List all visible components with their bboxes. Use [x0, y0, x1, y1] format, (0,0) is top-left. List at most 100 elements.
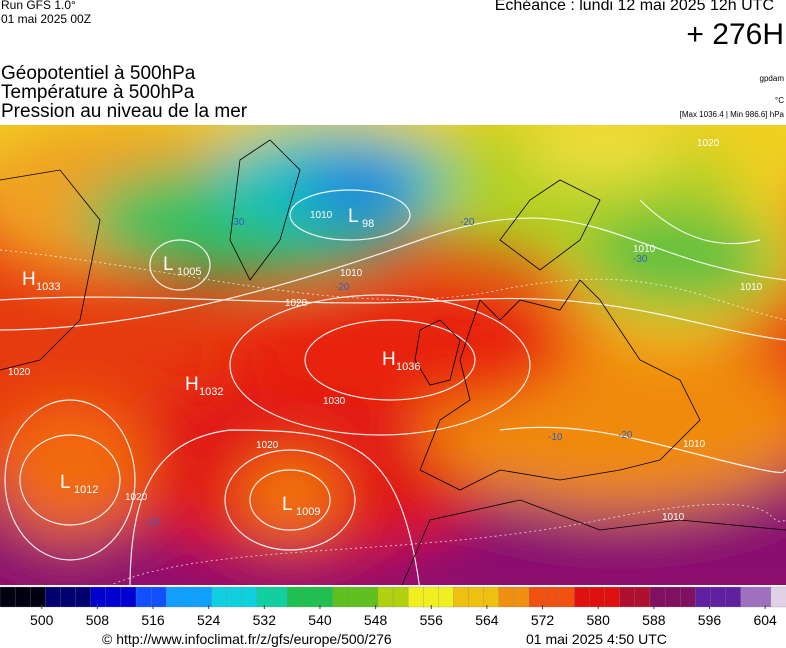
- center-value: 1033: [36, 281, 60, 293]
- center-value: 1005: [177, 266, 201, 278]
- colorbar-swatch: [710, 586, 727, 608]
- colorbar-swatch: [90, 586, 107, 608]
- isobar-label: 1010: [633, 244, 656, 255]
- temperature-label: -20: [618, 430, 633, 441]
- colorbar-swatch: [649, 586, 666, 608]
- footer-generated: 01 mai 2025 4:50 UTC: [526, 631, 667, 647]
- center-letter: H: [382, 349, 396, 370]
- colorbar-swatch: [271, 586, 288, 608]
- isobar-label: 1020: [8, 367, 31, 378]
- temperature-label: -20: [460, 217, 475, 228]
- colorbar-swatch: [151, 586, 167, 608]
- colorbar-swatch: [498, 586, 515, 608]
- colorbar-swatch: [30, 586, 46, 608]
- isobar-label: 1020: [256, 440, 279, 451]
- colorbar-swatch: [332, 586, 349, 608]
- title: Géopotentiel à 500hPa: [1, 63, 196, 84]
- colorbar-swatch: [45, 586, 62, 608]
- center-letter: L: [163, 254, 174, 275]
- lead-time: + 276H: [686, 18, 784, 51]
- forecast: Echéance : lundi 12 mai 2025 12h UTC: [494, 0, 774, 14]
- colorbar-swatch: [574, 586, 591, 608]
- temperature-label: -30: [230, 217, 245, 228]
- colorbar-swatch: [377, 586, 394, 608]
- colorbar-swatch: [226, 586, 243, 608]
- temperature-label: -10: [548, 432, 563, 443]
- colorbar-swatch: [544, 586, 560, 608]
- colorbar-swatch: [680, 586, 696, 608]
- isobar-label: 1010: [662, 512, 685, 523]
- isobar-label: 1010: [740, 282, 763, 293]
- temperature-label: -10: [145, 517, 160, 528]
- run: Run GFS 1.0°: [1, 0, 76, 12]
- colorbar-swatch: [75, 586, 92, 608]
- colorbar-swatch: [438, 586, 455, 608]
- colorbar-swatch: [135, 586, 152, 608]
- colorbar-swatch: [392, 586, 409, 608]
- colorbar-swatch: [14, 586, 31, 608]
- colorbar-swatch: [211, 586, 228, 608]
- colorbar-swatch: [0, 586, 16, 608]
- isobar-label: 1020: [697, 138, 720, 149]
- isobar-label: 1010: [310, 210, 333, 221]
- run-date: 01 mai 2025 00Z: [1, 12, 92, 26]
- colorbar-swatch: [634, 586, 651, 608]
- center-value: 98: [362, 218, 374, 230]
- colorbar-label: 516: [141, 612, 165, 628]
- colorbar-swatch: [664, 586, 681, 608]
- colorbar-label: 588: [642, 612, 666, 628]
- colorbar-label: 580: [587, 612, 611, 628]
- colorbar-swatch: [60, 586, 77, 608]
- isobar-label: 1030: [323, 396, 346, 407]
- colorbar-swatch: [513, 586, 530, 608]
- unit: gpdam: [759, 74, 784, 83]
- colorbar-swatch: [362, 586, 379, 608]
- colorbar-label: 548: [364, 612, 388, 628]
- center-value: 1032: [199, 386, 223, 398]
- colorbar-swatch: [196, 586, 213, 608]
- colorbar-label: 556: [420, 612, 444, 628]
- colorbar-swatch: [347, 586, 364, 608]
- colorbar-swatch: [483, 586, 500, 608]
- colorbar-label: 540: [308, 612, 332, 628]
- colorbar-swatch: [604, 586, 621, 608]
- unit: [Max 1036.4 | Min 986.6] hPa: [679, 110, 784, 119]
- colorbar-label: 500: [30, 612, 54, 628]
- unit: °C: [775, 96, 784, 105]
- isobar-label: 1010: [340, 268, 363, 279]
- colorbar-swatch: [770, 586, 786, 608]
- isobar-label: 1010: [683, 439, 706, 450]
- center-letter: H: [185, 374, 199, 395]
- temperature-label: -30: [633, 254, 648, 265]
- colorbar-swatch: [453, 586, 470, 608]
- colorbar-label: 564: [475, 612, 499, 628]
- colorbar-swatch: [181, 586, 198, 608]
- colorbar-swatch: [619, 586, 636, 608]
- colorbar-swatch: [725, 586, 742, 608]
- center-value: 1036: [396, 361, 420, 373]
- colorbar-swatch: [589, 586, 606, 608]
- isobar-label: 1020: [125, 492, 148, 503]
- colorbar-swatch: [468, 586, 485, 608]
- colorbar-swatch: [695, 586, 712, 608]
- center-value: 1012: [74, 484, 98, 496]
- title: Pression au niveau de la mer: [1, 101, 248, 122]
- colorbar-swatch: [302, 586, 319, 608]
- colorbar-swatch: [740, 586, 757, 608]
- center-letter: L: [282, 494, 293, 515]
- colorbar-swatch: [528, 586, 545, 608]
- colorbar-label: 604: [753, 612, 777, 628]
- isobar-label: 1020: [285, 298, 308, 309]
- center-value: 1009: [296, 506, 320, 518]
- colorbar-label: 508: [86, 612, 110, 628]
- temperature-field: [0, 125, 786, 585]
- center-letter: H: [22, 269, 36, 290]
- colorbar-swatch: [287, 586, 303, 608]
- colorbar-swatch: [166, 586, 183, 608]
- colorbar-label: 596: [698, 612, 722, 628]
- center-letter: L: [348, 206, 359, 227]
- colorbar-swatch: [559, 586, 576, 608]
- colorbar-swatch: [241, 586, 258, 608]
